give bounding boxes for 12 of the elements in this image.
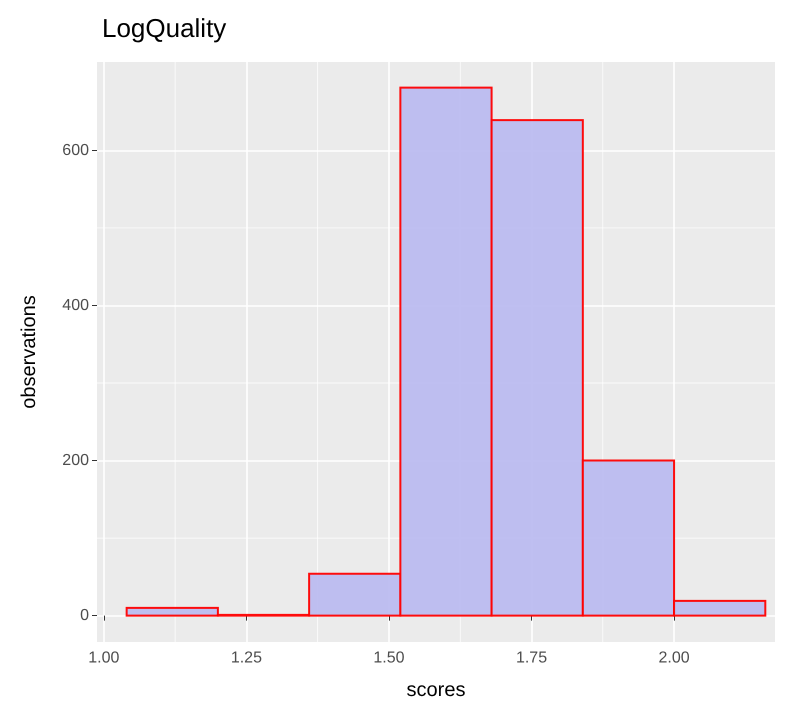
x-tick-label: 1.25	[230, 650, 262, 666]
y-tick-label: 400	[62, 296, 90, 314]
x-tick-label: 2.00	[658, 650, 690, 666]
x-axis-title: scores	[406, 679, 466, 701]
x-tick-label: 1.00	[88, 650, 120, 666]
y-tick-label: 0	[80, 607, 90, 624]
x-tick-label: 1.50	[373, 650, 405, 666]
y-tick-label: 200	[62, 452, 90, 470]
x-tick-label: 1.75	[516, 650, 548, 666]
chart-title: LogQuality	[102, 13, 226, 43]
y-tick-label: 600	[62, 142, 90, 159]
y-axis-title: observations	[18, 295, 40, 409]
